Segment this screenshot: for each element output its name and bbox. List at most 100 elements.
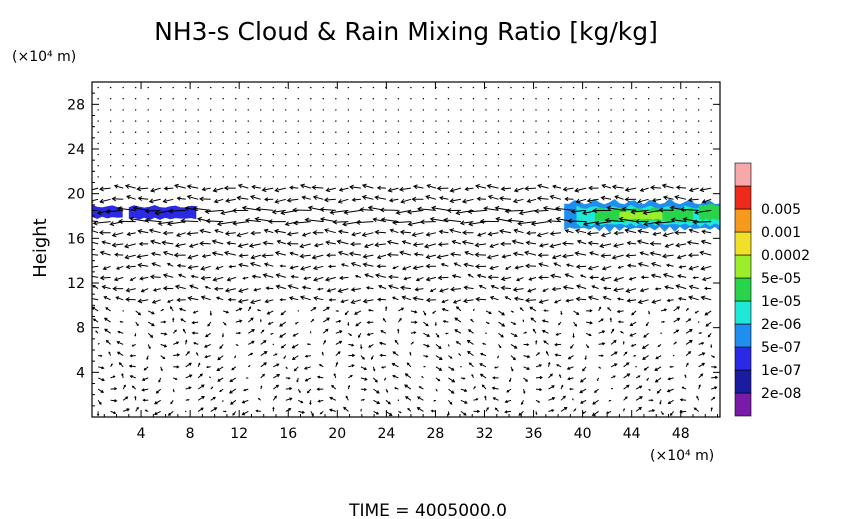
wind-vector: [567, 355, 574, 360]
wind-vector: [170, 400, 174, 405]
wind-vector: [522, 86, 525, 89]
wind-vector: [223, 310, 230, 314]
wind-vector: [227, 297, 236, 302]
wind-vector: [185, 109, 187, 111]
wind-vector: [147, 86, 149, 89]
wind-vector: [570, 209, 587, 214]
wind-vector: [697, 153, 700, 156]
wind-vector: [535, 388, 543, 392]
wind-vector: [335, 142, 337, 145]
wind-vector: [348, 343, 355, 347]
wind-vector: [172, 131, 174, 133]
wind-vector: [134, 165, 137, 167]
wind-vector: [300, 265, 311, 271]
wind-vector: [437, 241, 449, 247]
wind-vector: [322, 328, 329, 334]
wind-vector: [347, 131, 350, 133]
wind-vector: [560, 98, 562, 100]
wind-vector: [159, 109, 162, 111]
wind-vector: [511, 239, 524, 245]
wind-vector: [698, 384, 701, 390]
wind-vector: [159, 153, 162, 156]
wind-vector: [485, 109, 487, 111]
wind-vector: [285, 98, 287, 100]
wind-vector: [547, 218, 562, 224]
wind-vector: [473, 386, 476, 390]
wind-vector: [485, 332, 487, 334]
wind-vector: [498, 344, 502, 349]
wind-vector: [669, 411, 674, 416]
wind-vector: [623, 384, 630, 390]
wind-vector: [167, 411, 174, 416]
wind-vector: [538, 243, 549, 248]
wind-vector: [685, 362, 689, 368]
wind-vector: [697, 98, 700, 100]
wind-vector: [458, 353, 462, 356]
wind-vector: [587, 240, 599, 246]
wind-vector: [513, 187, 524, 193]
wind-vector: [340, 263, 349, 267]
wind-vector: [404, 373, 412, 379]
wind-vector: [660, 131, 662, 133]
wind-vector: [451, 239, 462, 245]
wind-vector: [216, 221, 236, 227]
wind-vector: [96, 209, 111, 216]
colorbar-swatch: [734, 162, 752, 187]
wind-vector: [166, 262, 174, 267]
wind-vector: [688, 187, 699, 193]
wind-vector: [610, 120, 612, 122]
wind-vector: [201, 254, 211, 259]
wind-vector: [102, 265, 111, 271]
wind-vector: [660, 165, 662, 167]
wind-vector: [197, 396, 205, 401]
wind-vector: [410, 86, 412, 89]
wind-vector: [347, 322, 350, 327]
wind-vector: [347, 142, 350, 145]
wind-vector: [389, 228, 399, 234]
wind-vector: [574, 187, 587, 193]
wind-vector: [279, 321, 287, 327]
wind-vector: [410, 120, 412, 122]
wind-vector: [547, 142, 550, 145]
wind-vector: [592, 399, 599, 405]
wind-vector: [641, 343, 649, 349]
wind-vector: [376, 254, 387, 260]
wind-vector: [660, 308, 668, 312]
wind-vector: [523, 331, 528, 334]
wind-vector: [285, 109, 287, 111]
wind-vector: [410, 109, 412, 111]
wind-vector: [158, 377, 162, 383]
wind-vector: [499, 228, 512, 234]
wind-vector: [349, 184, 361, 190]
wind-vector: [611, 254, 624, 260]
wind-vector: [523, 343, 530, 347]
wind-vector: [188, 243, 199, 248]
wind-vector: [276, 239, 286, 245]
wind-vector: [672, 142, 675, 145]
wind-vector: [467, 273, 474, 278]
wind-vector: [635, 366, 637, 368]
wind-vector: [292, 207, 311, 213]
wind-vector: [135, 321, 139, 327]
wind-vector: [685, 131, 687, 133]
wind-vector: [710, 344, 713, 349]
wind-vector: [522, 176, 525, 178]
wind-vector: [522, 165, 525, 167]
wind-vector: [291, 343, 299, 349]
wind-vector: [99, 250, 111, 256]
wind-vector: [249, 261, 261, 267]
wind-vector: [589, 251, 599, 256]
wind-vector: [319, 217, 336, 223]
wind-vector: [185, 410, 187, 413]
wind-vector: [110, 399, 118, 403]
wind-vector: [335, 319, 342, 323]
wind-vector: [125, 287, 136, 293]
wind-vector: [622, 142, 625, 145]
wind-vector: [372, 98, 375, 100]
wind-vector: [223, 410, 227, 413]
wind-vector: [662, 272, 674, 278]
wind-vector: [350, 299, 362, 305]
wind-vector: [204, 332, 211, 338]
wind-vector: [226, 276, 236, 282]
wind-vector: [400, 198, 412, 204]
